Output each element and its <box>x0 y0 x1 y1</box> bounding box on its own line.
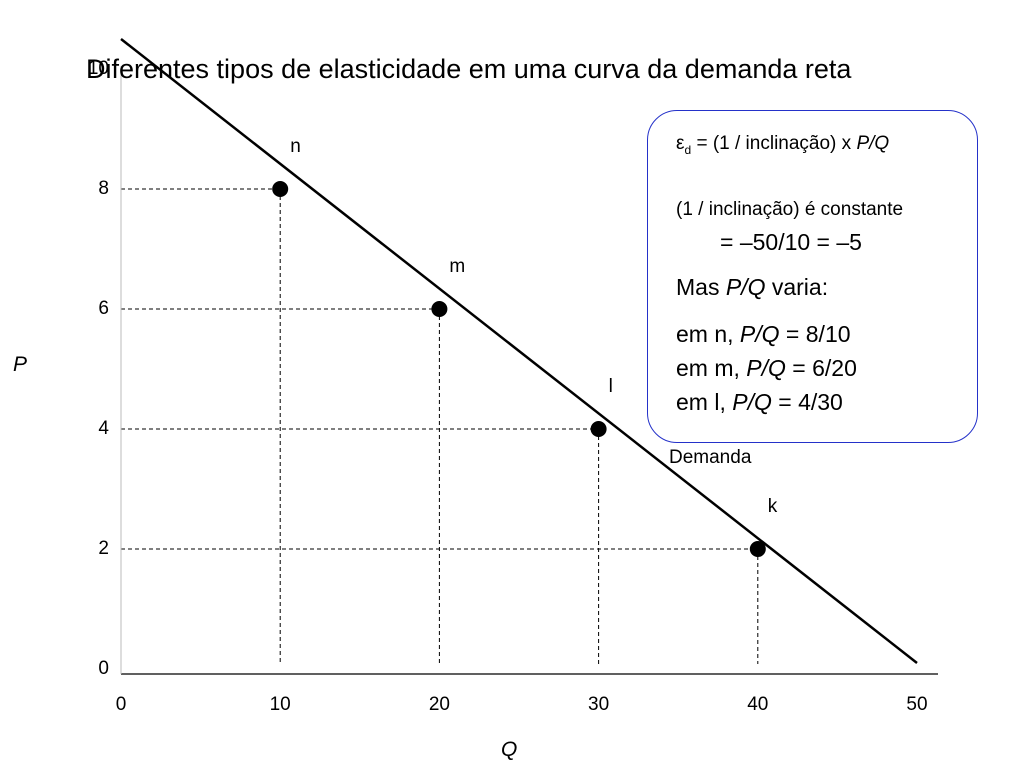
point-label-k: k <box>767 496 778 517</box>
x-tick-label: 10 <box>269 694 291 715</box>
point-n-dot <box>272 181 289 197</box>
y-tick-label: 2 <box>98 538 109 559</box>
epsilon-subscript: d <box>684 142 692 157</box>
x-tick-label: 20 <box>428 694 450 715</box>
demand-curve-line <box>120 38 918 664</box>
y-tick-label: 4 <box>98 418 109 439</box>
demand-curve-label: Demanda <box>669 447 752 468</box>
ratio-at-n: em n, P/Q = 8/10 <box>676 321 851 347</box>
formula-text: = (1 / inclinação) x <box>691 133 857 154</box>
x-tick-label: 40 <box>747 694 769 715</box>
x-tick-label: 30 <box>588 694 610 715</box>
point-k-dot <box>749 541 766 557</box>
point-label-m: m <box>449 256 466 277</box>
slope-constant-text: (1 / inclinação) é constante <box>676 199 904 220</box>
y-tick-label: 10 <box>87 58 109 79</box>
ratio-varies-text: Mas P/Q varia: <box>676 274 829 300</box>
elasticity-annotation-box: εd = (1 / inclinação) x P/Q (1 / inclina… <box>647 110 978 443</box>
x-tick-label: 50 <box>906 694 928 715</box>
x-axis-label: Q <box>501 738 518 761</box>
ratio-at-m: em m, P/Q = 6/20 <box>676 355 857 381</box>
point-label-n: n <box>290 136 301 157</box>
point-m-dot <box>431 301 448 317</box>
chart-title: Diferentes tipos de elasticidade em uma … <box>86 54 852 84</box>
x-tick-label: 0 <box>115 694 127 715</box>
point-l-dot <box>590 421 607 437</box>
y-axis-label: P <box>13 353 28 376</box>
y-tick-label: 6 <box>98 298 109 319</box>
epsilon-symbol: ε <box>676 133 685 154</box>
point-label-l: l <box>608 376 613 397</box>
formula-ratio: P/Q <box>856 133 890 154</box>
slope-constant-value: = –50/10 = –5 <box>720 229 862 255</box>
y-tick-label: 0 <box>98 658 109 679</box>
elasticity-formula: εd = (1 / inclinação) x P/Q <box>676 133 889 157</box>
ratio-at-l: em l, P/Q = 4/30 <box>676 389 843 415</box>
y-tick-label: 8 <box>98 178 109 199</box>
